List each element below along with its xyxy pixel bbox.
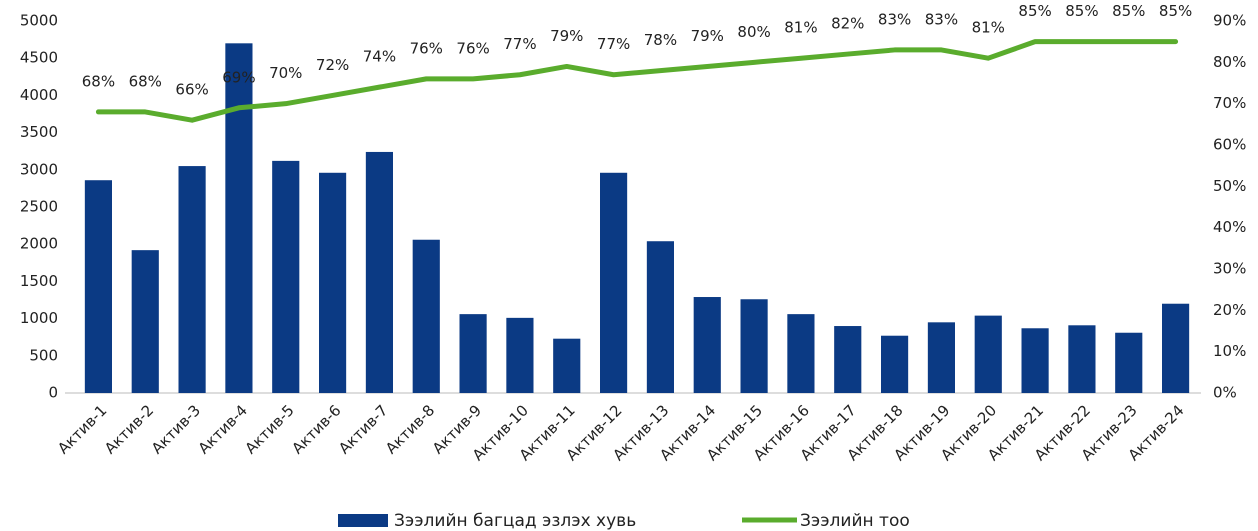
bar — [974, 315, 1002, 393]
bar — [272, 160, 300, 393]
y-tick-label: 2000 — [20, 235, 58, 253]
x-tick-label: Актив-1 — [54, 401, 110, 457]
bar — [84, 180, 112, 393]
y2-tick-label: 40% — [1213, 218, 1246, 236]
y2-tick-label: 30% — [1213, 260, 1246, 278]
bar — [740, 299, 768, 393]
bar — [553, 338, 581, 393]
line — [95, 39, 1179, 123]
bar — [1162, 303, 1190, 393]
data-label: 85% — [1018, 2, 1051, 20]
data-label: 85% — [1159, 2, 1192, 20]
data-label: 85% — [1112, 2, 1145, 20]
data-label: 85% — [1065, 2, 1098, 20]
data-label: 83% — [925, 10, 958, 28]
x-tick-label: Актив-2 — [101, 401, 157, 457]
y-tick-label: 2500 — [20, 198, 58, 216]
y2-tick-label: 60% — [1213, 136, 1246, 154]
data-label: 74% — [363, 48, 396, 66]
y-tick-label: 1000 — [20, 309, 58, 327]
bar — [834, 326, 862, 393]
bar — [1021, 328, 1049, 393]
data-label: 83% — [878, 10, 911, 28]
data-label: 82% — [831, 15, 864, 33]
data-label: 76% — [410, 39, 443, 57]
bar — [693, 297, 721, 393]
bar — [506, 317, 534, 393]
bar — [412, 239, 440, 393]
data-label: 81% — [972, 19, 1005, 37]
bar — [459, 314, 487, 393]
data-label: 79% — [550, 27, 583, 45]
x-tick-label: Актив-7 — [335, 401, 391, 457]
bar — [646, 241, 674, 393]
y-tick-label: 4500 — [20, 49, 58, 67]
x-tick-label: Актив-8 — [382, 401, 438, 457]
bar — [1115, 332, 1143, 393]
data-label: 79% — [691, 27, 724, 45]
legend-swatch — [338, 514, 388, 527]
legend-label: Зээлийн тоо — [800, 511, 910, 531]
bar — [927, 322, 955, 393]
data-label: 76% — [456, 39, 489, 57]
data-label: 80% — [737, 23, 770, 41]
y-tick-label: 0 — [48, 384, 58, 402]
y-tick-label: 3500 — [20, 123, 58, 141]
data-label: 77% — [597, 35, 630, 53]
data-label: 66% — [175, 81, 208, 99]
bar — [600, 172, 628, 393]
y-tick-label: 5000 — [20, 12, 58, 30]
bar — [1068, 325, 1096, 393]
y2-tick-label: 10% — [1213, 342, 1246, 360]
bar — [881, 335, 909, 393]
bar — [225, 43, 253, 393]
data-label: 68% — [82, 72, 115, 90]
x-tick-label: Актив-6 — [288, 401, 344, 457]
bar — [787, 314, 815, 393]
y-tick-label: 3000 — [20, 160, 58, 178]
data-label: 78% — [644, 31, 677, 49]
y-tick-label: 500 — [29, 346, 58, 364]
y2-tick-label: 0% — [1213, 384, 1237, 402]
y-tick-label: 4000 — [20, 86, 58, 104]
y2-tick-label: 20% — [1213, 301, 1246, 319]
data-label: 72% — [316, 56, 349, 74]
y2-tick-label: 80% — [1213, 53, 1246, 71]
x-tick-label: Актив-3 — [148, 401, 204, 457]
data-label: 77% — [503, 35, 536, 53]
bar — [178, 166, 206, 393]
legend-label: Зээлийн багцад эзлэх хувь — [394, 511, 636, 531]
y-tick-label: 1500 — [20, 272, 58, 290]
data-label: 81% — [784, 19, 817, 37]
bar — [319, 172, 347, 393]
data-label: 70% — [269, 64, 302, 82]
data-label: 68% — [129, 72, 162, 90]
y2-tick-label: 50% — [1213, 177, 1246, 195]
x-tick-label: Актив-4 — [195, 401, 251, 457]
x-tick-label: Актив-5 — [241, 401, 297, 457]
data-label: 69% — [222, 68, 255, 86]
bar — [365, 151, 393, 393]
y2-tick-label: 70% — [1213, 94, 1246, 112]
y2-tick-label: 90% — [1213, 12, 1246, 30]
bar — [131, 250, 159, 393]
